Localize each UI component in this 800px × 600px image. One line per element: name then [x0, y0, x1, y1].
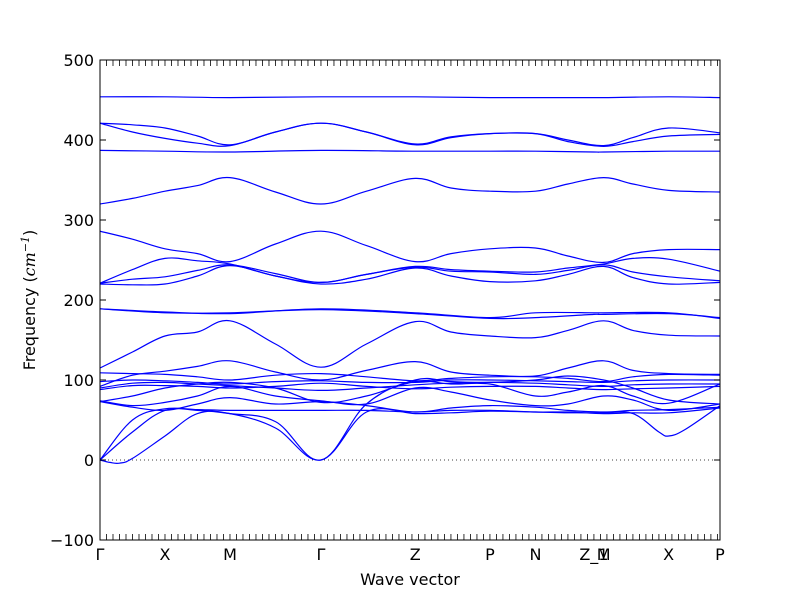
band-line-9 — [100, 265, 720, 286]
band-line-3 — [100, 122, 720, 147]
band-line-1 — [100, 96, 720, 99]
band-line-14 — [100, 360, 720, 387]
y-axis-title-close: ) — [20, 230, 39, 236]
y-tick-label: 400 — [63, 131, 94, 150]
band-line-16 — [100, 381, 720, 391]
x-axis-title: Wave vector — [360, 570, 460, 589]
band-line-5 — [100, 176, 720, 205]
band-lines — [100, 96, 720, 465]
band-line-19 — [100, 385, 720, 412]
band-line-6 — [100, 230, 720, 264]
x-tick-label: Γ — [96, 545, 105, 564]
band-line-12 — [100, 319, 720, 369]
y-tick-label: 100 — [63, 371, 94, 390]
y-axis-title-text: Frequency ( — [20, 276, 39, 370]
band-line-18 — [100, 380, 720, 405]
x-tick-label: P — [485, 545, 495, 564]
band-line-8 — [100, 264, 720, 284]
x-tick-label: P — [715, 545, 725, 564]
band-line-2 — [100, 122, 720, 147]
band-line-4 — [100, 149, 720, 153]
band-line-7 — [100, 257, 720, 284]
y-tick-label: 300 — [63, 211, 94, 230]
x-axis-tick-labels: Γ X M Γ Z P N Z_1M X P — [96, 545, 726, 565]
x-tick-label: X — [663, 545, 674, 564]
x-tick-label: X — [160, 545, 171, 564]
y-tick-label: 500 — [63, 51, 94, 70]
y-tick-label: 0 — [84, 451, 94, 470]
x-tick-label: M — [223, 545, 237, 564]
y-axis-title-exponent: −1 — [19, 236, 32, 252]
band-line-22 — [100, 405, 720, 465]
band-line-23 — [100, 375, 720, 461]
band-line-17 — [100, 382, 720, 391]
band-line-11 — [100, 308, 720, 320]
x-tick-label: M — [597, 545, 611, 564]
y-tick-label: 200 — [63, 291, 94, 310]
x-tick-label: Γ — [317, 545, 326, 564]
band-line-13 — [100, 372, 720, 383]
y-axis-title-unit: cm — [20, 252, 39, 276]
x-tick-label: N — [529, 545, 541, 564]
y-tick-label: −100 — [50, 531, 94, 550]
x-minor-ticks — [99, 60, 718, 540]
x-tick-label: Z — [410, 545, 421, 564]
y-axis-title: Frequency (cm−1) — [19, 230, 39, 371]
y-axis-ticks: −100 0 100 200 300 400 500 — [50, 51, 720, 550]
x-tick-label: Z_1 — [579, 545, 608, 565]
